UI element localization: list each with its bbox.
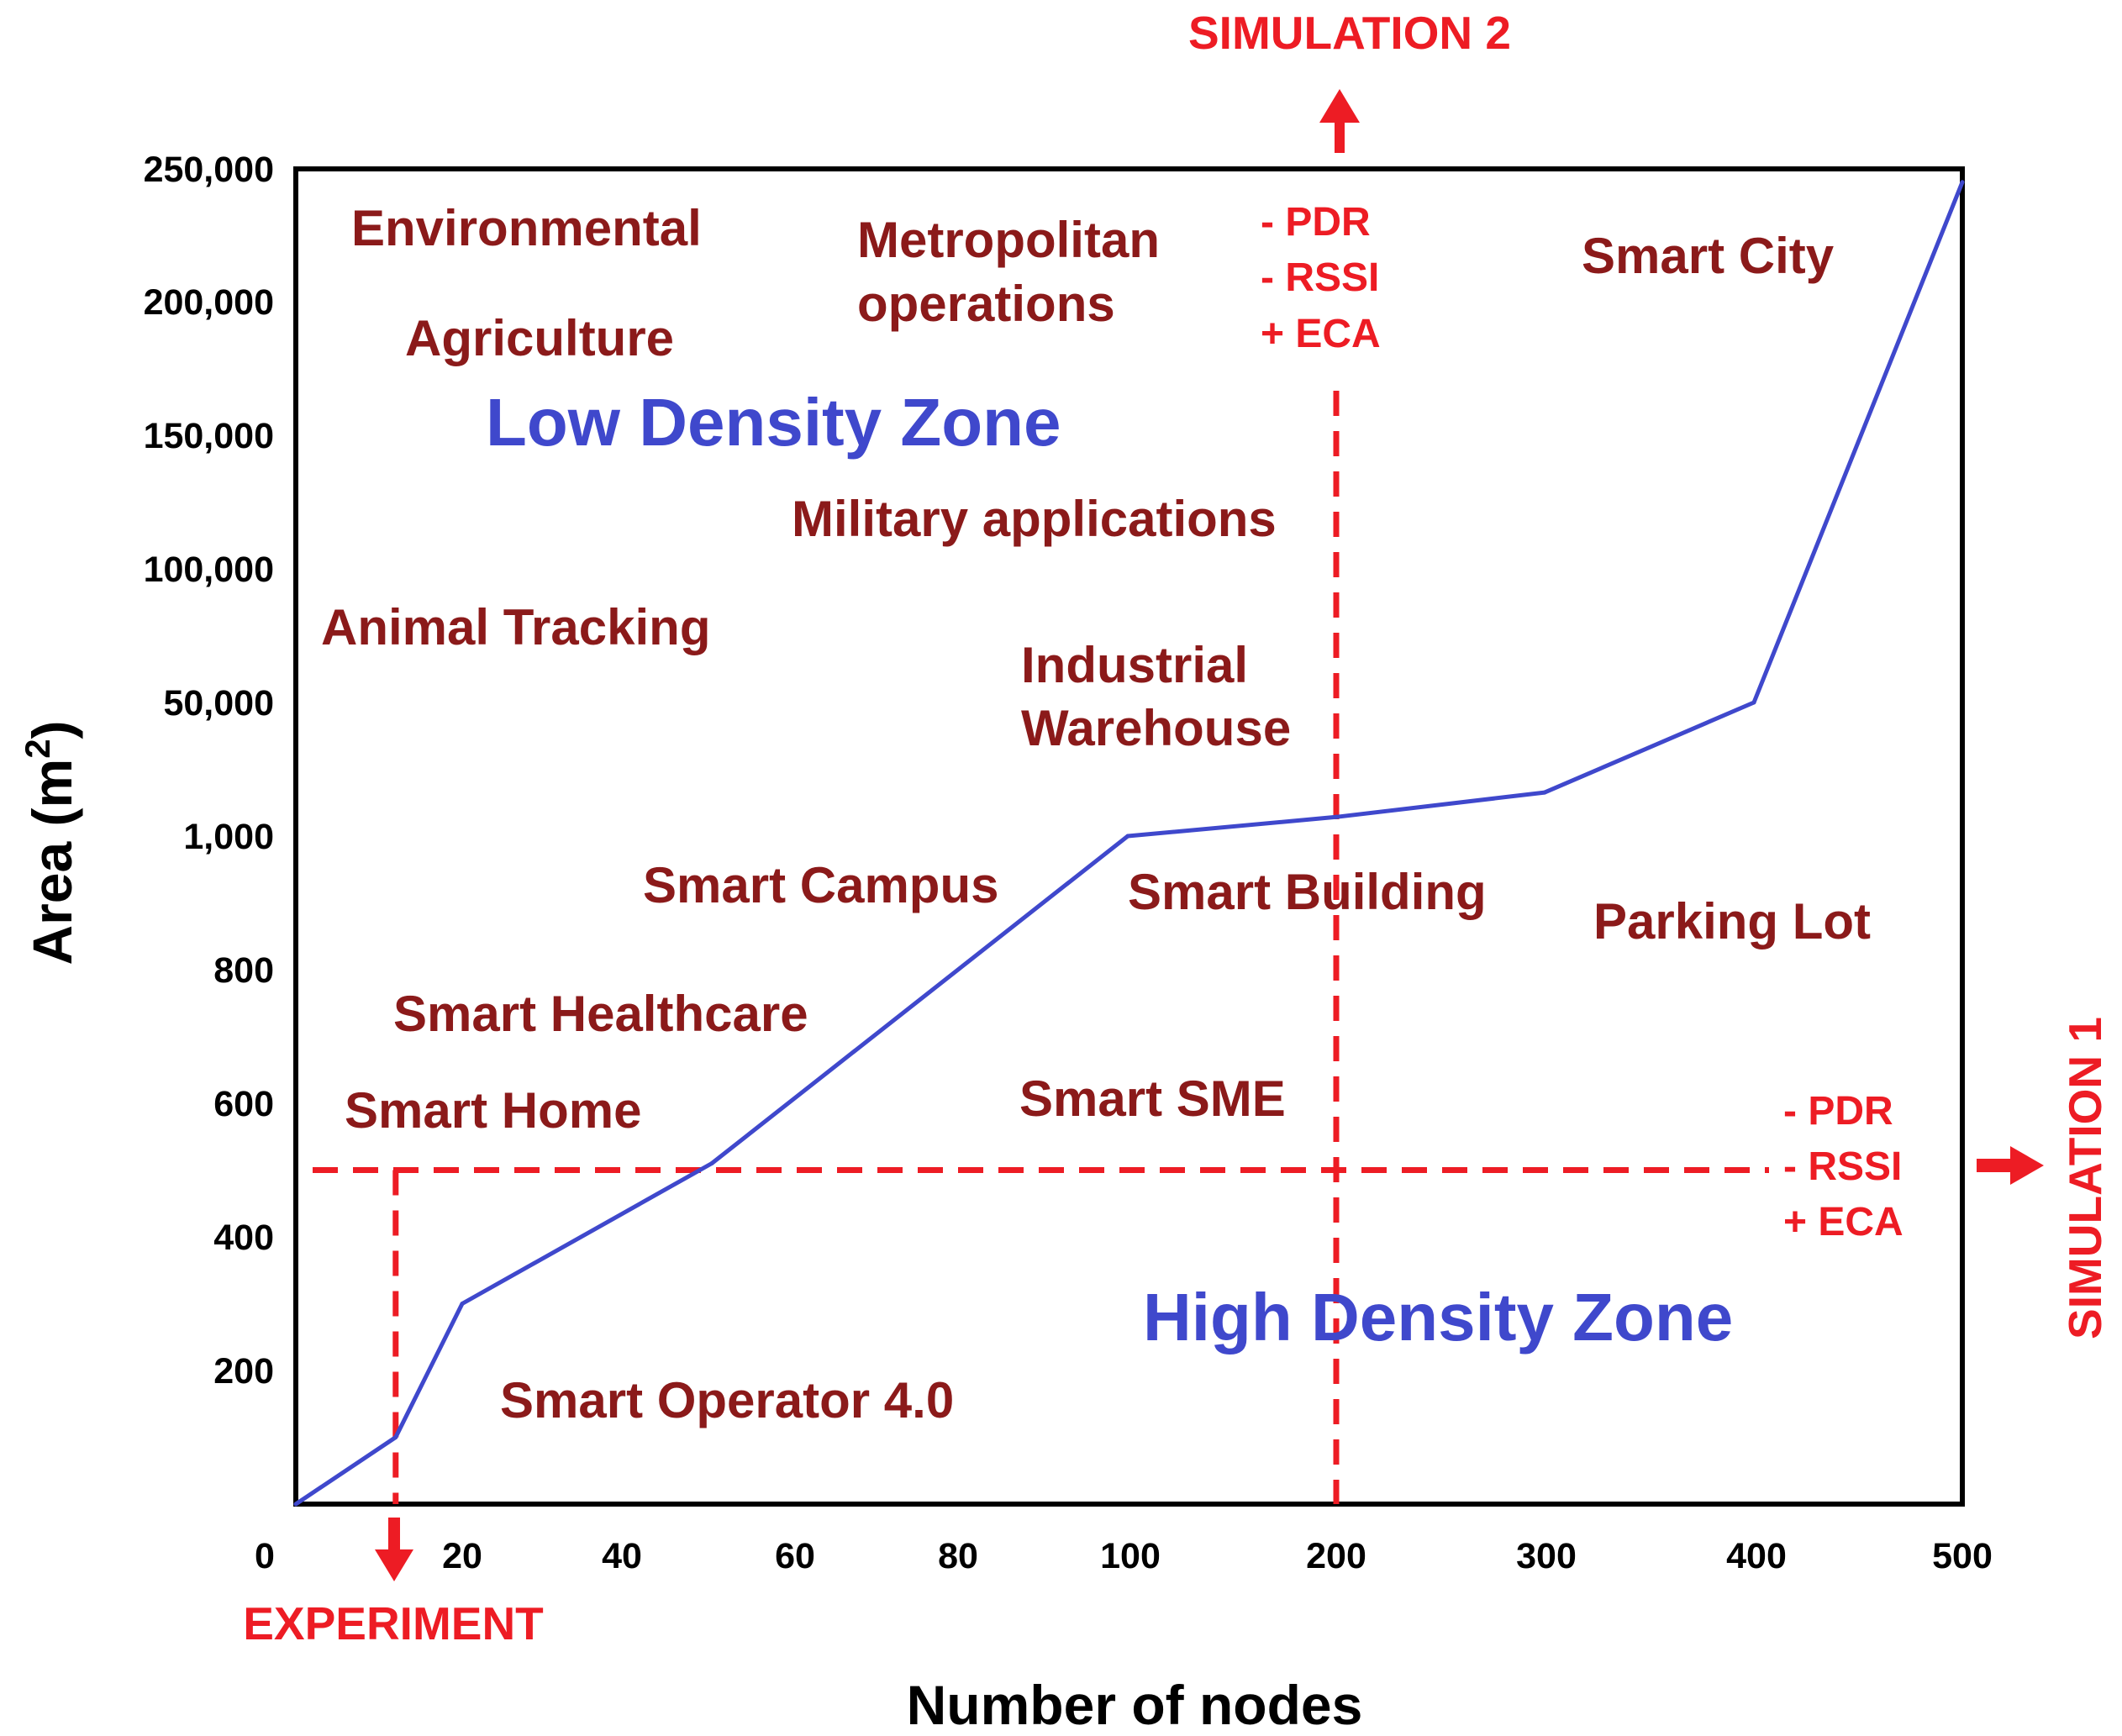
- app-label-smart-home: Smart Home: [345, 1082, 641, 1139]
- x-axis-title: Number of nodes: [907, 1674, 1363, 1736]
- x-tick-label: 20: [442, 1536, 482, 1576]
- app-label-industrial-line2: Warehouse: [1021, 700, 1291, 756]
- y-axis-ticks: 200 400 600 800 1,000 50,000 100,000 150,000 200…: [144, 150, 274, 1391]
- x-tick-label: 40: [602, 1536, 642, 1576]
- y-tick-label: 100,000: [144, 550, 274, 590]
- y-tick-label: 600: [213, 1084, 274, 1124]
- simulation-2-eca: + ECA: [1261, 312, 1381, 356]
- app-label-smart-operator: Smart Operator 4.0: [500, 1372, 954, 1428]
- x-tick-label: 200: [1306, 1536, 1366, 1576]
- y-axis-title-close: ): [21, 720, 83, 739]
- low-density-zone-label: Low Density Zone: [486, 385, 1061, 460]
- data-point: [1751, 700, 1756, 705]
- x-tick-label: 100: [1100, 1536, 1161, 1576]
- x-tick-label: 0: [255, 1536, 275, 1576]
- plot-frame: [293, 166, 1965, 1507]
- x-tick-label: 500: [1932, 1536, 1993, 1576]
- y-tick-label: 150,000: [144, 416, 274, 456]
- y-axis-title-main: Area (m: [21, 759, 83, 965]
- x-tick-label: 400: [1726, 1536, 1787, 1576]
- app-label-metropolitan-line2: operations: [857, 276, 1115, 332]
- y-axis-title-superscript: 2: [18, 739, 57, 758]
- app-label-animal-tracking: Animal Tracking: [321, 599, 710, 655]
- app-label-smart-campus: Smart Campus: [643, 857, 998, 913]
- y-tick-label: 400: [213, 1218, 274, 1258]
- y-tick-label: 50,000: [163, 683, 274, 723]
- data-point: [1334, 814, 1339, 819]
- simulation-2-pdr: - PDR: [1261, 200, 1371, 245]
- data-point: [393, 1435, 398, 1439]
- app-label-smart-healthcare: Smart Healthcare: [393, 986, 808, 1042]
- y-axis-title: Area (m2): [18, 720, 83, 965]
- simulation-1-pdr: - PDR: [1783, 1089, 1893, 1134]
- y-tick-label: 200: [213, 1351, 274, 1391]
- app-label-smart-building: Smart Building: [1128, 864, 1487, 920]
- experiment-arrow-icon: [375, 1518, 413, 1581]
- data-point: [293, 1502, 298, 1507]
- simulation-2-arrow-icon: [1319, 89, 1360, 153]
- x-axis-ticks: 0 20 40 60 80 100 200 300 400 500: [255, 1536, 1993, 1576]
- simulation-2-rssi: - RSSI: [1261, 255, 1379, 300]
- app-label-agriculture: Agriculture: [405, 310, 674, 366]
- data-point: [1960, 180, 1965, 185]
- app-label-smart-city: Smart City: [1582, 228, 1835, 284]
- x-tick-label: 300: [1516, 1536, 1577, 1576]
- data-point: [1125, 834, 1130, 839]
- y-tick-label: 200,000: [144, 282, 274, 323]
- app-label-military-applications: Military applications: [792, 491, 1277, 547]
- y-tick-label: 1,000: [183, 817, 274, 857]
- high-density-zone-label: High Density Zone: [1143, 1280, 1733, 1355]
- data-point: [1542, 790, 1547, 795]
- x-tick-label: 60: [775, 1536, 815, 1576]
- simulation-2-label: SIMULATION 2: [1188, 7, 1511, 59]
- series-layer: [293, 180, 1965, 1507]
- app-label-parking-lot: Parking Lot: [1593, 893, 1871, 950]
- app-label-metropolitan: Metropolitan: [857, 212, 1160, 268]
- x-tick-label: 80: [938, 1536, 978, 1576]
- simulation-1-rssi: - RSSI: [1783, 1144, 1902, 1189]
- app-label-industrial: Industrial: [1021, 637, 1248, 693]
- app-label-smart-sme: Smart SME: [1019, 1071, 1286, 1127]
- y-tick-label: 250,000: [144, 150, 274, 190]
- simulation-1-label: SIMULATION 1: [2059, 1017, 2111, 1339]
- simulation-1-arrow-icon: [1977, 1146, 2044, 1185]
- app-label-environmental: Environmental: [351, 200, 702, 256]
- reference-lines: [313, 391, 1769, 1504]
- simulation-1-eca: + ECA: [1783, 1200, 1903, 1244]
- y-tick-label: 800: [213, 950, 274, 991]
- experiment-label: EXPERIMENT: [243, 1597, 544, 1649]
- data-point: [709, 1161, 714, 1165]
- data-point: [460, 1302, 465, 1306]
